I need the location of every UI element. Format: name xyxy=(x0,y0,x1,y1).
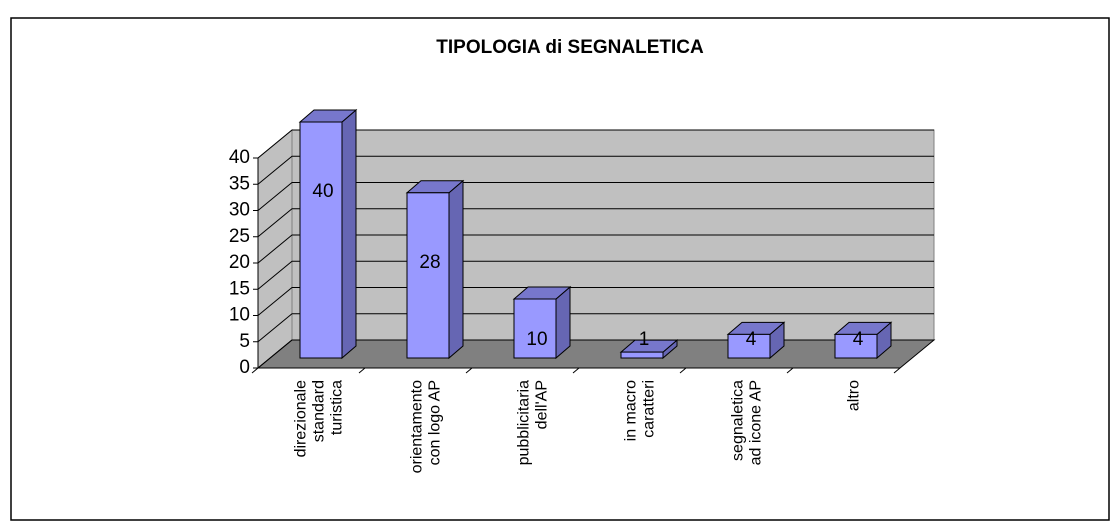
floor xyxy=(256,339,936,369)
x-tick-label: orientamentocon logo AP xyxy=(409,380,444,473)
grid-line xyxy=(257,339,934,369)
y-tick-label: 25 xyxy=(229,226,250,247)
x-tick xyxy=(679,367,687,374)
x-tick xyxy=(786,367,794,374)
grid-line xyxy=(257,155,934,185)
bar-front xyxy=(834,333,878,359)
bar-front xyxy=(620,351,664,359)
value-label: 1 xyxy=(639,329,650,350)
y-tick-label: 40 xyxy=(229,147,250,168)
bar xyxy=(833,321,893,360)
bar-side xyxy=(448,179,464,360)
grid-line xyxy=(257,313,934,343)
bar xyxy=(512,285,572,360)
bar-front xyxy=(727,333,771,359)
x-tick-label: in macrocaratteri xyxy=(623,380,658,441)
y-tick-label: 0 xyxy=(239,357,250,378)
x-tick-label: altro xyxy=(846,380,863,411)
bar xyxy=(405,179,465,360)
y-tick-label: 35 xyxy=(229,173,250,194)
grid-line xyxy=(257,287,934,316)
y-tick-label: 5 xyxy=(239,331,250,352)
x-tick-label: direzionalestandardturistica xyxy=(293,380,346,457)
grid-line xyxy=(257,208,934,238)
bar-side xyxy=(341,108,357,360)
grid-line xyxy=(257,182,934,211)
y-tick-label: 15 xyxy=(229,278,250,299)
grid-line xyxy=(257,234,934,264)
value-label: 4 xyxy=(853,329,864,350)
x-tick xyxy=(358,367,366,374)
y-tick-label: 10 xyxy=(229,305,250,326)
bar-front xyxy=(513,298,557,359)
x-tick xyxy=(572,367,580,374)
bar xyxy=(298,108,358,360)
bar xyxy=(619,339,679,360)
bar-front xyxy=(406,192,450,359)
x-tick xyxy=(251,367,259,374)
x-tick-label: pubblicitariadell'AP xyxy=(516,380,551,465)
value-label: 40 xyxy=(312,181,333,202)
y-tick-label: 20 xyxy=(229,252,250,273)
bar xyxy=(726,321,786,360)
x-tick xyxy=(893,367,901,374)
value-label: 28 xyxy=(419,252,440,273)
bar-front xyxy=(299,121,343,359)
grid-line xyxy=(257,129,934,159)
value-label: 10 xyxy=(526,329,547,350)
grid-line xyxy=(257,260,934,290)
x-tick-label: segnaleticaad icone AP xyxy=(730,380,765,466)
x-tick xyxy=(465,367,473,374)
value-label: 4 xyxy=(746,329,757,350)
y-tick-label: 30 xyxy=(229,200,250,221)
chart-title: TIPOLOGIA di SEGNALETICA xyxy=(436,37,704,58)
